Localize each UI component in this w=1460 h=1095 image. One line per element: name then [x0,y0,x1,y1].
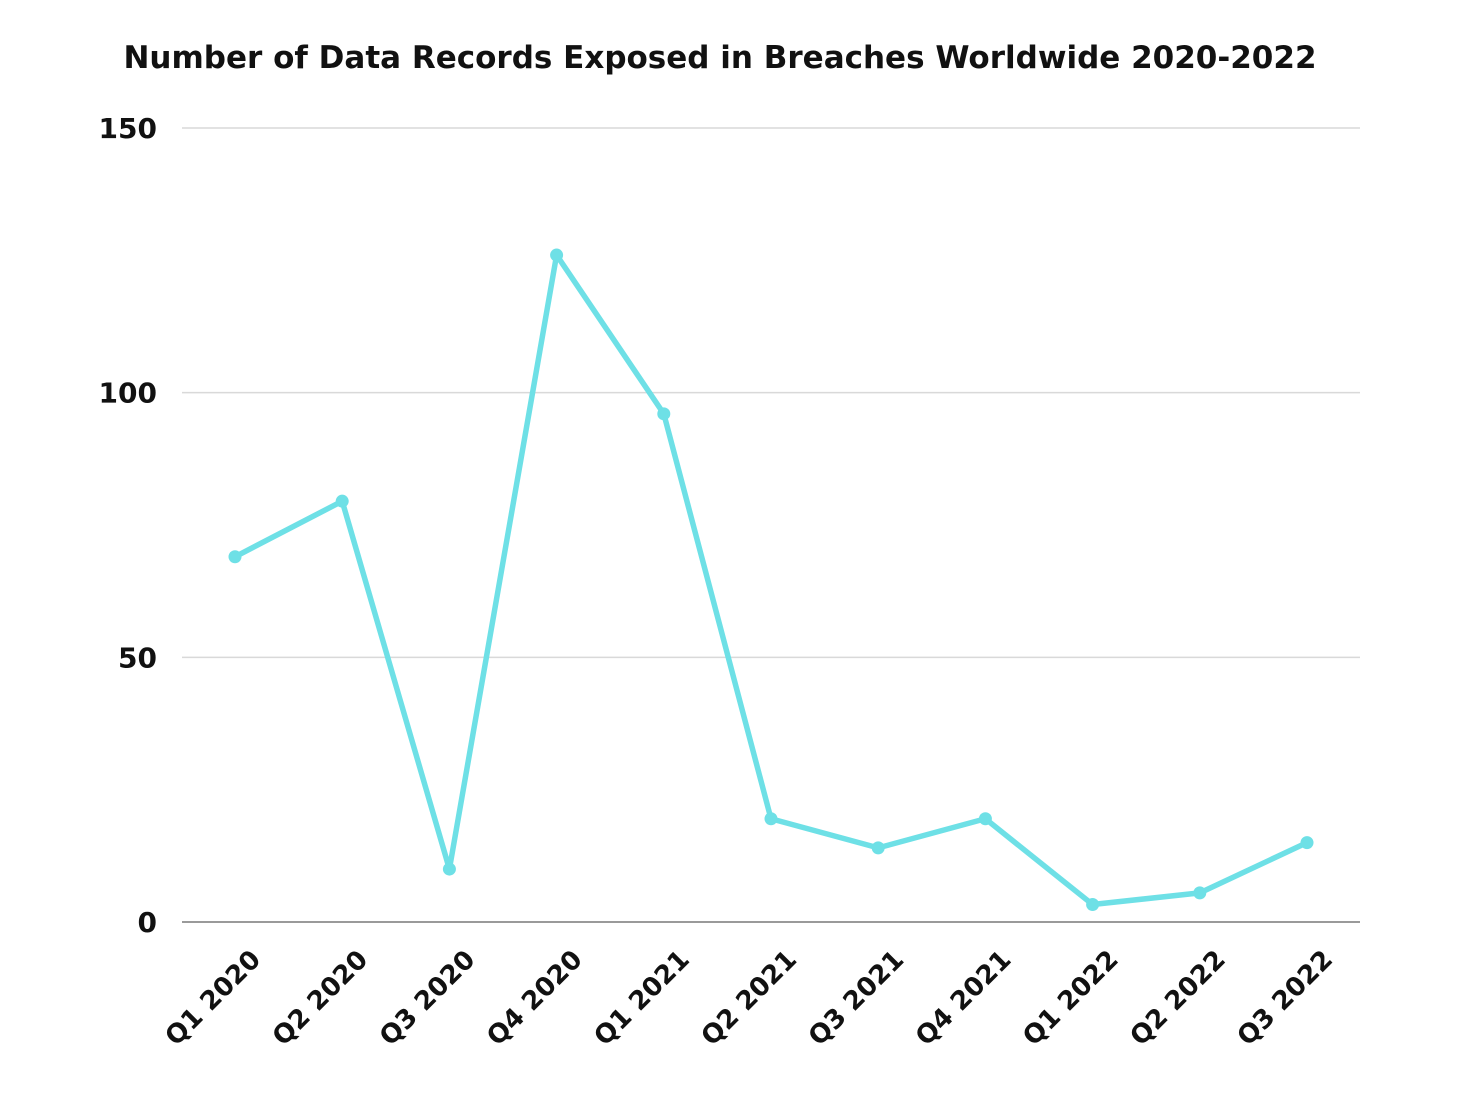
x-tick-label: Q1 2022 [1017,945,1124,1052]
x-tick-label: Q1 2020 [160,945,267,1052]
y-axis-ticks: 0 50 100 150 [99,112,157,939]
x-tick-label: Q1 2021 [589,945,696,1052]
series-layer [228,248,1314,912]
data-point [550,248,564,262]
data-point [1086,898,1100,912]
y-tick-label: 100 [99,377,157,410]
data-point [442,862,456,876]
chart-title: Number of Data Records Exposed in Breach… [123,40,1317,76]
y-tick-label: 50 [118,641,157,674]
y-tick-label: 150 [99,112,157,145]
x-tick-label: Q2 2020 [267,945,374,1052]
y-tick-label: 0 [138,906,157,939]
data-point [228,550,242,564]
data-point [657,407,671,421]
data-point [1300,836,1314,850]
x-tick-label: Q3 2022 [1232,945,1339,1052]
data-point [978,812,992,826]
data-point [1193,886,1207,900]
series-line [232,252,1310,908]
data-point [764,812,778,826]
data-point [335,494,349,508]
x-tick-label: Q4 2021 [910,945,1017,1052]
x-tick-label: Q2 2021 [696,945,803,1052]
x-tick-label: Q4 2020 [481,945,588,1052]
gridlines [182,127,1360,923]
x-tick-label: Q3 2020 [374,945,481,1052]
x-tick-label: Q3 2021 [803,945,910,1052]
data-point [871,841,885,855]
x-tick-label: Q2 2022 [1125,945,1232,1052]
x-axis-ticks: Q1 2020 Q2 2020 Q3 2020 Q4 2020 Q1 2021 Q2 20… [160,945,1339,1052]
